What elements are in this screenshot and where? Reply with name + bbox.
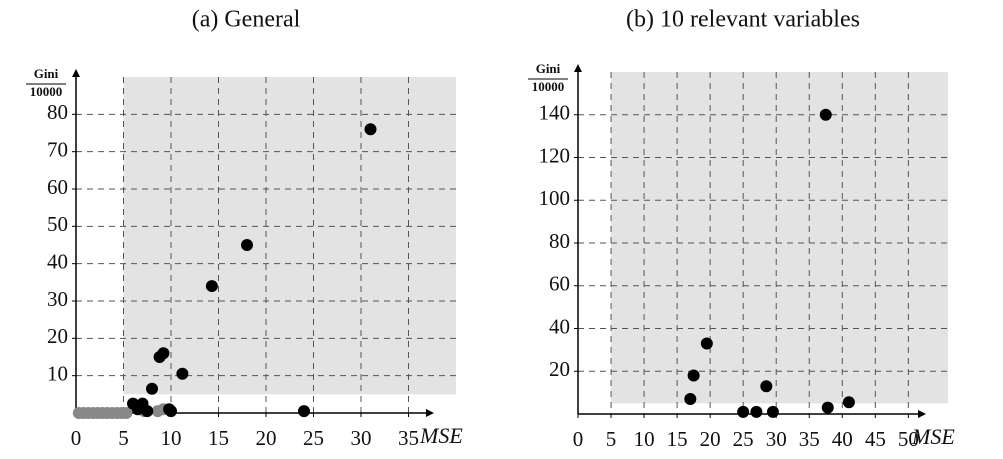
y-tick-label: 40 bbox=[47, 249, 68, 273]
x-tick-label: 25 bbox=[733, 427, 754, 451]
y-tick-label: 80 bbox=[47, 100, 68, 124]
x-tick-label: 25 bbox=[303, 426, 324, 450]
point bbox=[120, 407, 133, 419]
x-tick-label: 35 bbox=[799, 427, 820, 451]
x-tick-label: 50 bbox=[898, 427, 919, 451]
point bbox=[364, 123, 377, 136]
x-tick-label: 20 bbox=[256, 426, 277, 450]
point bbox=[821, 401, 834, 414]
point bbox=[766, 405, 779, 418]
x-tick-label: 0 bbox=[71, 426, 82, 450]
point bbox=[700, 337, 713, 350]
point bbox=[205, 280, 218, 293]
x-tick-label: 30 bbox=[766, 427, 787, 451]
y-tick-label: 100 bbox=[539, 186, 571, 210]
shaded-region bbox=[611, 72, 948, 404]
point bbox=[750, 405, 763, 418]
point bbox=[241, 239, 253, 251]
point bbox=[842, 396, 855, 409]
point bbox=[141, 405, 154, 418]
y-tick-label: 60 bbox=[549, 272, 570, 296]
point bbox=[819, 108, 832, 121]
point bbox=[153, 351, 166, 363]
y-tick-label: 120 bbox=[539, 143, 571, 167]
x-tick-label: 45 bbox=[865, 427, 886, 451]
point bbox=[165, 405, 177, 418]
point bbox=[298, 405, 310, 418]
y-axis-arrow bbox=[574, 64, 582, 72]
point bbox=[737, 405, 750, 418]
x-tick-label: 5 bbox=[118, 426, 129, 450]
y-tick-label: 140 bbox=[539, 101, 571, 125]
y-tick-label: 60 bbox=[47, 175, 68, 199]
y-axis-label: Gini bbox=[34, 66, 59, 81]
y-tick-label: 30 bbox=[47, 287, 68, 311]
x-axis-label: MSE bbox=[419, 423, 463, 448]
y-tick-label: 70 bbox=[47, 137, 68, 161]
x-tick-label: 35 bbox=[398, 426, 419, 450]
x-axis-arrow bbox=[918, 410, 926, 418]
y-tick-label: 50 bbox=[47, 212, 68, 236]
x-axis-label: MSE bbox=[911, 424, 955, 449]
point bbox=[176, 367, 189, 380]
x-tick-label: 20 bbox=[700, 427, 721, 451]
y-tick-label: 40 bbox=[549, 314, 570, 338]
point bbox=[687, 369, 700, 382]
x-tick-label: 30 bbox=[351, 426, 372, 450]
x-tick-label: 15 bbox=[208, 426, 229, 450]
point bbox=[146, 382, 158, 395]
chart-title: (b) 10 relevant variables bbox=[626, 7, 860, 33]
x-tick-label: 0 bbox=[573, 427, 584, 451]
point bbox=[684, 393, 697, 406]
x-tick-label: 5 bbox=[606, 427, 617, 451]
x-tick-label: 10 bbox=[634, 427, 655, 451]
point bbox=[131, 403, 144, 416]
x-axis-arrow bbox=[426, 409, 434, 417]
y-axis-label: Gini bbox=[536, 61, 561, 76]
chart-title: (a) General bbox=[192, 7, 301, 33]
y-tick-label: 80 bbox=[549, 229, 570, 253]
x-tick-label: 10 bbox=[161, 426, 182, 450]
shaded-region bbox=[123, 77, 456, 395]
y-axis-arrow bbox=[72, 69, 80, 77]
y-tick-label: 10 bbox=[47, 361, 68, 385]
y-axis-label: 10000 bbox=[532, 79, 565, 94]
x-tick-label: 15 bbox=[667, 427, 688, 451]
y-axis-label: 10000 bbox=[30, 84, 63, 99]
point bbox=[760, 380, 773, 393]
y-tick-label: 20 bbox=[47, 324, 68, 348]
y-tick-label: 20 bbox=[549, 357, 570, 381]
x-tick-label: 40 bbox=[832, 427, 853, 451]
